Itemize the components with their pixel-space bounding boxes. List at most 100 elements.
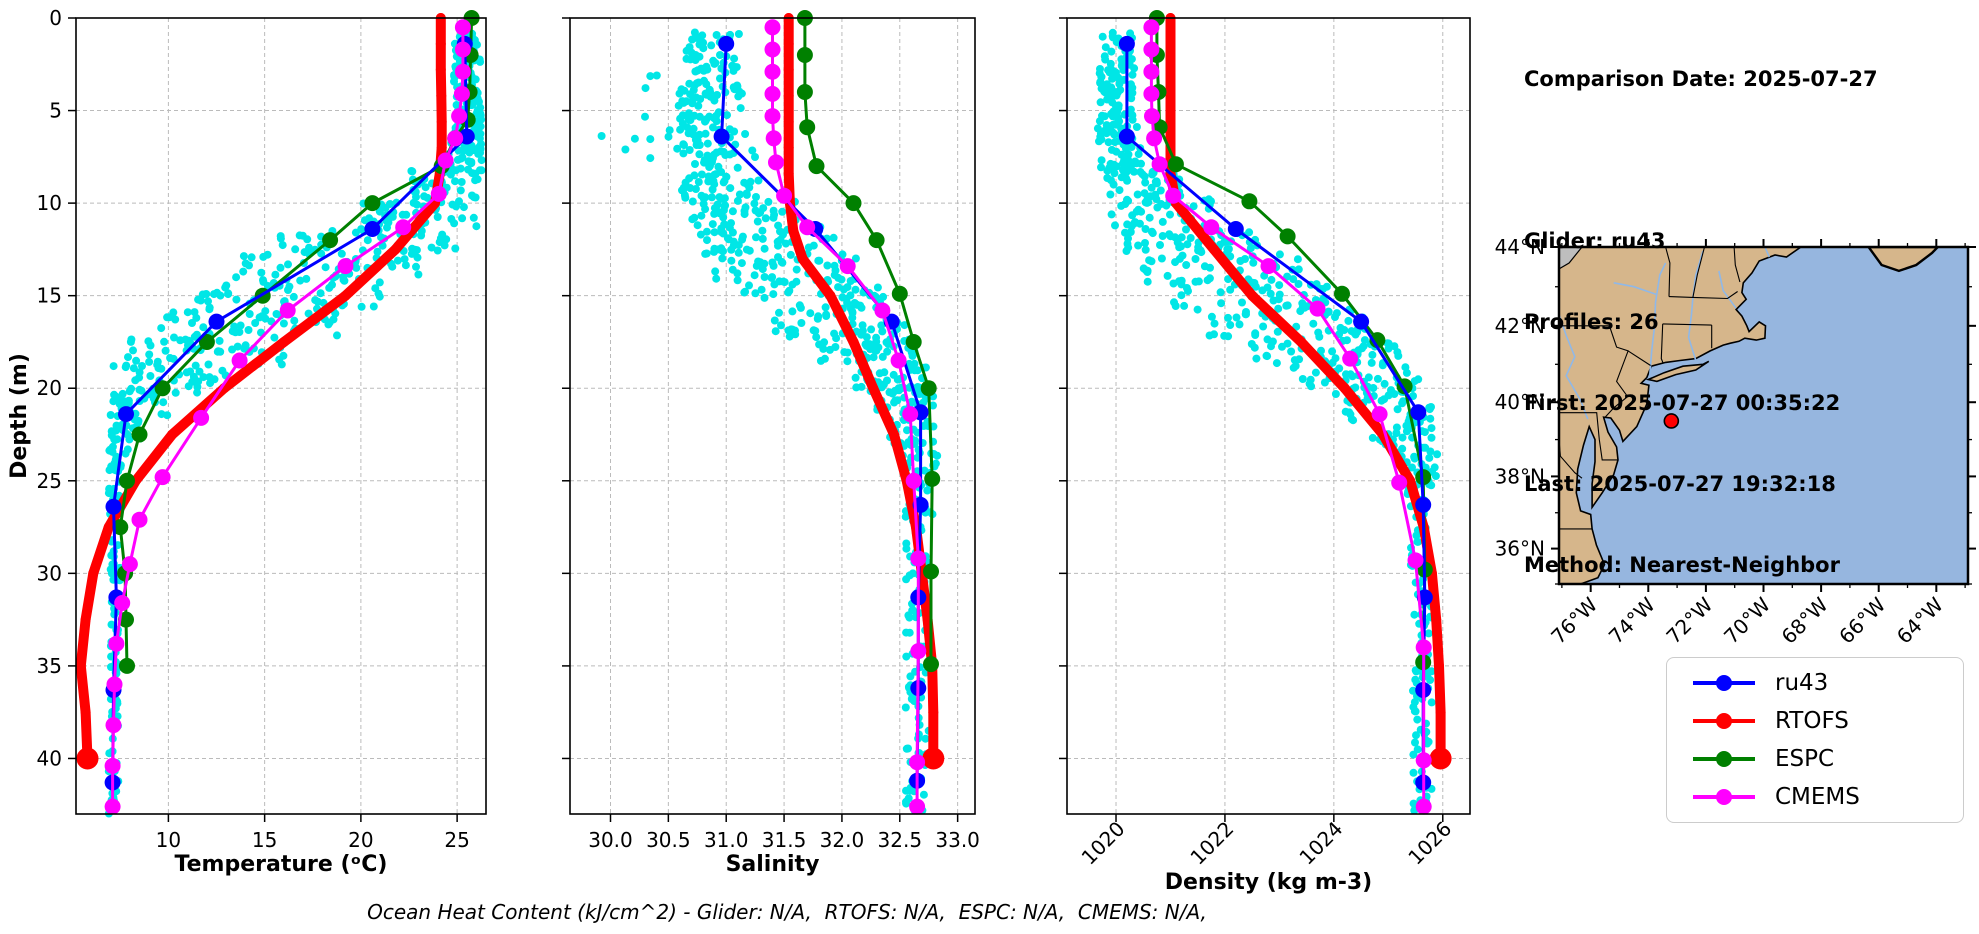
ESPC-line bbox=[118, 16, 474, 668]
CMEMS-marker bbox=[764, 85, 781, 102]
CMEMS-marker bbox=[1342, 350, 1359, 367]
ru43-marker bbox=[1227, 221, 1244, 237]
svg-text:20: 20 bbox=[348, 828, 373, 852]
svg-text:31.5: 31.5 bbox=[762, 828, 807, 852]
CMEMS-series bbox=[1143, 19, 1432, 815]
CMEMS-marker bbox=[430, 185, 447, 202]
RTOFS-marker bbox=[783, 116, 794, 127]
CMEMS-marker bbox=[874, 302, 891, 319]
CMEMS-marker bbox=[337, 258, 354, 275]
CMEMS-marker bbox=[1309, 300, 1326, 317]
RTOFS-end-marker bbox=[76, 747, 99, 770]
svg-text:0: 0 bbox=[49, 6, 62, 30]
legend-item-espc: ESPC bbox=[1693, 746, 1963, 772]
RTOFS-marker bbox=[1165, 116, 1176, 127]
comparison-date-text: Comparison Date: 2025-07-27 bbox=[1524, 67, 1878, 91]
CMEMS-marker bbox=[1407, 552, 1424, 569]
RTOFS-marker bbox=[103, 522, 114, 533]
CMEMS-marker bbox=[1143, 41, 1160, 58]
ru43-marker bbox=[364, 221, 381, 237]
RTOFS-marker bbox=[436, 142, 447, 153]
state-borders bbox=[1559, 247, 1741, 530]
tick-marks bbox=[1059, 17, 1444, 822]
RTOFS-marker bbox=[436, 116, 447, 127]
RTOFS-marker bbox=[783, 38, 794, 49]
ESPC-marker bbox=[796, 84, 813, 100]
axes-box bbox=[75, 17, 487, 815]
RTOFS-marker bbox=[1431, 614, 1442, 625]
RTOFS-marker bbox=[868, 383, 879, 394]
RTOFS-marker bbox=[1165, 64, 1176, 75]
CMEMS-marker bbox=[1415, 639, 1432, 656]
RTOFS-end-marker bbox=[922, 747, 945, 770]
CMEMS-marker bbox=[454, 19, 471, 36]
CMEMS-marker bbox=[1391, 474, 1408, 491]
ESPC-marker bbox=[799, 119, 816, 136]
RTOFS-marker bbox=[1435, 707, 1446, 718]
ESPC-marker bbox=[845, 195, 862, 212]
RTOFS-marker bbox=[1165, 38, 1176, 49]
svg-text:10: 10 bbox=[37, 191, 62, 215]
first-profile-time-text: First: 2025-07-27 00:35:22 bbox=[1524, 391, 1841, 415]
CMEMS-marker bbox=[890, 352, 907, 369]
ESPC-marker bbox=[923, 656, 939, 673]
svg-text:10: 10 bbox=[156, 828, 181, 852]
CMEMS-marker bbox=[776, 187, 793, 204]
CMEMS-series bbox=[104, 19, 471, 815]
ru43-line-swatch bbox=[1693, 675, 1755, 691]
CMEMS-marker bbox=[395, 219, 412, 236]
RTOFS-marker bbox=[435, 38, 446, 49]
svg-text:15: 15 bbox=[37, 284, 62, 308]
RTOFS-marker bbox=[1209, 244, 1219, 255]
ESPC-marker bbox=[920, 380, 937, 397]
ESPC-marker bbox=[131, 426, 148, 443]
CMEMS-marker bbox=[454, 63, 471, 80]
CMEMS-marker bbox=[447, 130, 464, 147]
svg-text:25: 25 bbox=[37, 469, 62, 493]
ESPC-marker bbox=[1167, 156, 1184, 173]
ru43-marker bbox=[1410, 404, 1427, 421]
ru43-marker bbox=[118, 406, 134, 423]
ru43-marker bbox=[1353, 313, 1370, 330]
RTOFS-marker bbox=[167, 429, 178, 440]
RTOFS-marker bbox=[1405, 475, 1416, 486]
salinity-profile-chart: 30.0 30.5 31.0 31.5 32.0 32.5 33.0 Salinity bbox=[562, 10, 980, 877]
CMEMS-marker bbox=[764, 41, 781, 58]
RTOFS-marker bbox=[1165, 90, 1176, 101]
cmems-line-swatch bbox=[1693, 789, 1755, 805]
CMEMS-marker bbox=[1146, 130, 1163, 147]
x-tick-labels: 10 15 20 25 bbox=[156, 828, 470, 852]
ESPC-marker bbox=[198, 334, 215, 350]
CMEMS-marker bbox=[106, 676, 123, 693]
ru43-marker bbox=[713, 128, 730, 145]
legend-item-ru43: ru43 bbox=[1693, 670, 1963, 696]
svg-text:20: 20 bbox=[37, 376, 62, 400]
glider-name-text: Glider: ru43 bbox=[1524, 229, 1666, 253]
CMEMS-marker bbox=[193, 409, 210, 426]
RTOFS-marker bbox=[80, 707, 91, 718]
info-spacer bbox=[1524, 147, 1878, 174]
RTOFS-marker bbox=[75, 660, 86, 671]
RTOFS-marker bbox=[435, 64, 446, 75]
ru43-marker bbox=[1118, 128, 1135, 145]
ESPC-marker bbox=[112, 519, 129, 536]
RTOFS-marker bbox=[278, 337, 289, 347]
svg-text:15: 15 bbox=[252, 828, 277, 852]
ESPC-marker bbox=[1279, 228, 1296, 245]
ESPC-marker bbox=[808, 158, 825, 175]
CMEMS-marker bbox=[451, 108, 468, 125]
svg-text:30.5: 30.5 bbox=[646, 828, 691, 852]
CMEMS-marker bbox=[910, 550, 927, 567]
CMEMS-marker bbox=[453, 85, 470, 102]
CMEMS-marker bbox=[1144, 108, 1160, 125]
y-axis-label: Depth (m) bbox=[7, 353, 32, 479]
svg-text:1022: 1022 bbox=[1186, 817, 1239, 870]
CMEMS-marker bbox=[768, 154, 784, 171]
ESPC-marker bbox=[322, 232, 339, 249]
RTOFS-marker bbox=[783, 142, 794, 153]
legend-label-espc: ESPC bbox=[1775, 746, 1835, 772]
RTOFS-marker bbox=[783, 64, 794, 75]
RTOFS-marker bbox=[928, 707, 939, 718]
CMEMS-line bbox=[111, 25, 465, 809]
